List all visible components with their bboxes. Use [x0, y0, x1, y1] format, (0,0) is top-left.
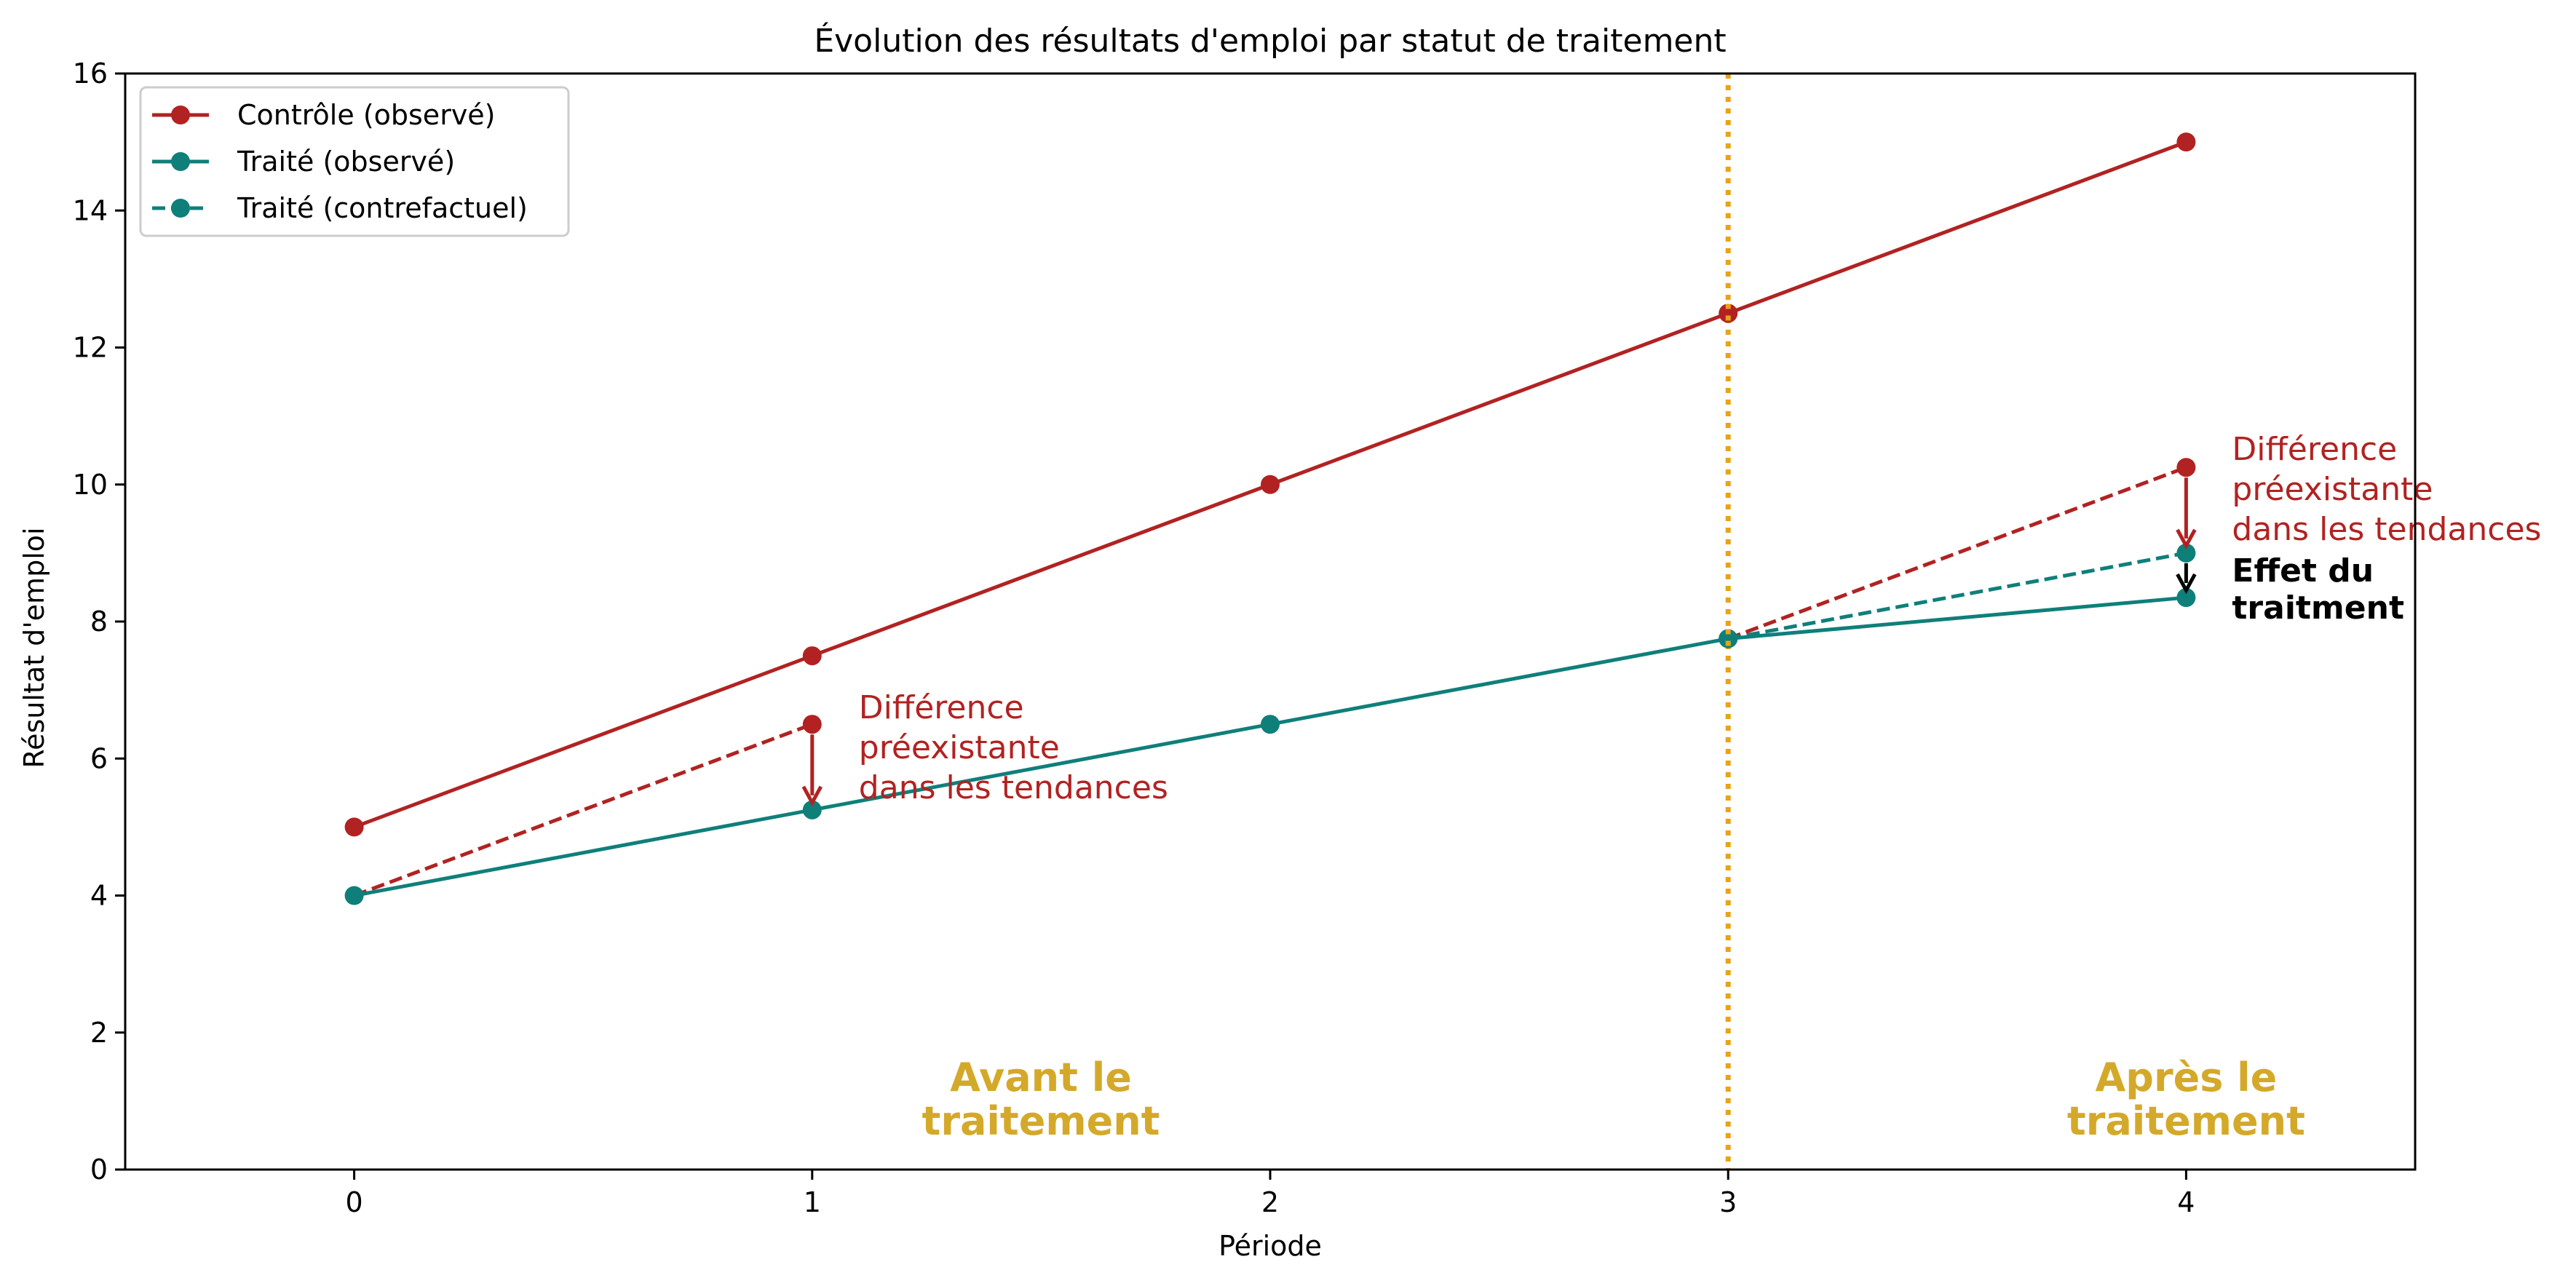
after-treatment-label: Après le traitement — [2067, 1055, 2305, 1144]
series-2-point-1 — [2176, 543, 2196, 563]
effect-arrow-head — [2176, 573, 2197, 595]
pre-trend-dashed — [353, 722, 813, 897]
legend-label-1: Traité (observé) — [237, 146, 455, 178]
series-2-point-0 — [1719, 629, 1738, 648]
post-difference-label: Différence préexistante dans les tendances — [2232, 431, 2541, 548]
x-axis-label: Période — [1218, 1230, 1322, 1262]
series-line-2 — [1727, 551, 2187, 640]
x-tick-label-4: 4 — [2177, 1186, 2195, 1218]
x-tick-label-1: 1 — [804, 1186, 821, 1218]
series-0-point-1 — [802, 646, 822, 666]
after-treatment-label-line-2: traitement — [2067, 1098, 2305, 1144]
series-0-point-3 — [1719, 303, 1738, 323]
treatment-effect-label-line-1: Effet du — [2232, 552, 2374, 590]
series-1-point-1 — [802, 800, 822, 819]
series-1-point-2 — [1261, 715, 1280, 734]
y-tick-label-8: 8 — [90, 606, 108, 638]
before-treatment-label-line-1: Avant le — [950, 1055, 1132, 1100]
post-difference-label-line-3: dans les tendances — [2232, 511, 2541, 548]
legend-marker-2 — [171, 199, 190, 218]
pre-difference-label-line-1: Différence — [859, 689, 1024, 726]
legend-marker-1 — [171, 152, 190, 171]
chart-title: Évolution des résultats d'emploi par sta… — [814, 21, 1726, 60]
x-tick-label-0: 0 — [346, 1186, 363, 1218]
pre-trend-dashed-point — [802, 715, 822, 734]
treatment-effect-label-line-2: traitment — [2232, 590, 2404, 627]
y-tick-label-2: 2 — [90, 1017, 108, 1049]
series-0-point-4 — [2176, 132, 2196, 152]
before-treatment-label: Avant le traitement — [922, 1055, 1160, 1144]
x-tick-label-3: 3 — [1719, 1186, 1737, 1218]
series-1-point-0 — [344, 886, 364, 905]
post-trend-dashed-point — [2176, 458, 2196, 477]
y-tick-label-4: 4 — [90, 880, 108, 912]
before-treatment-label-line-2: traitement — [922, 1098, 1160, 1144]
treatment-effect-label: Effet du traitment — [2232, 552, 2404, 627]
plot-frame — [124, 72, 2417, 1171]
post-difference-label-line-2: préexistante — [2232, 471, 2433, 508]
post-trend-dashed — [1727, 465, 2187, 640]
series-0-point-0 — [344, 817, 364, 837]
y-tick-label-6: 6 — [90, 742, 108, 774]
y-tick-label-16: 16 — [73, 57, 108, 90]
legend-marker-0 — [171, 106, 190, 124]
series-0-point-2 — [1261, 475, 1280, 494]
legend-label-0: Contrôle (observé) — [237, 99, 496, 131]
after-treatment-label-line-1: Après le — [2096, 1055, 2278, 1100]
x-tick-label-2: 2 — [1261, 1186, 1279, 1218]
pre-difference-label: Différence préexistante dans les tendances — [859, 689, 1168, 806]
pre-difference-label-line-3: dans les tendances — [859, 769, 1168, 806]
legend-label-2: Traité (contrefactuel) — [237, 192, 528, 224]
post-difference-label-line-1: Différence — [2232, 431, 2397, 468]
pre-diff-arrow-head — [801, 785, 823, 807]
y-axis-label: Résultat d'emploi — [18, 527, 50, 768]
pre-difference-label-line-2: préexistante — [859, 729, 1060, 766]
post-diff-arrow-head — [2176, 528, 2197, 550]
y-tick-label-12: 12 — [73, 332, 108, 364]
y-tick-label-10: 10 — [73, 469, 108, 501]
y-tick-label-0: 0 — [90, 1154, 108, 1186]
legend-box — [139, 86, 570, 237]
series-1-point-4 — [2176, 588, 2196, 608]
series-line-1 — [354, 595, 2187, 897]
y-tick-label-14: 14 — [73, 194, 108, 226]
